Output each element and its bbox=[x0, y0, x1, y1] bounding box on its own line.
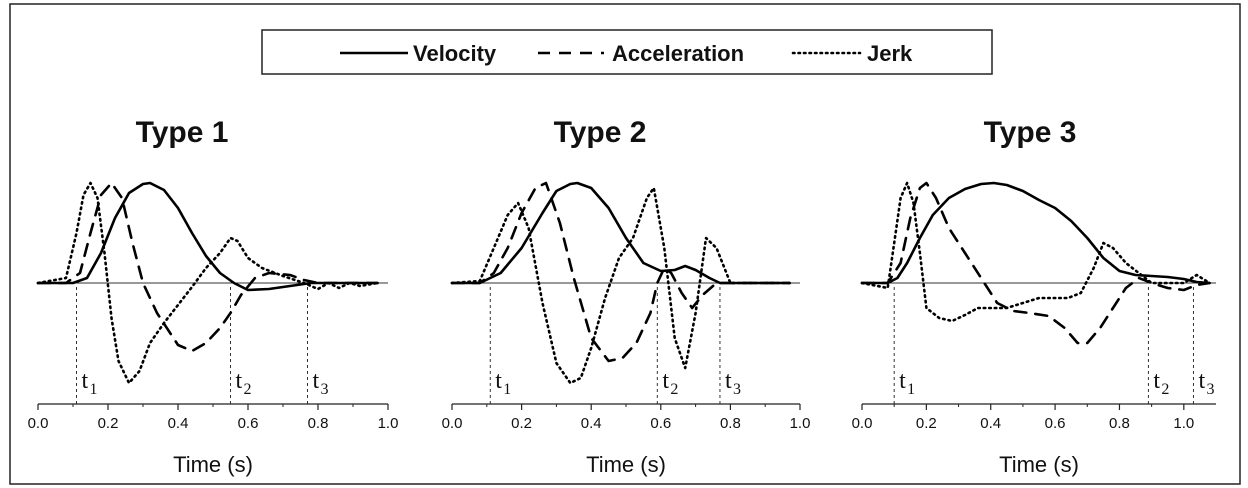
x-tick-label: 0.6 bbox=[650, 415, 671, 432]
series-velocity-line bbox=[450, 181, 791, 285]
x-tick-label: 0.8 bbox=[1109, 415, 1130, 432]
x-axis-label: Time (s) bbox=[999, 452, 1079, 477]
marker-label-t2: t bbox=[236, 368, 243, 394]
x-tick-label: 0.2 bbox=[98, 415, 119, 432]
x-tick-label: 0.4 bbox=[581, 415, 602, 432]
x-tick-label: 0.8 bbox=[308, 415, 329, 432]
marker-label-t2: t bbox=[662, 368, 669, 394]
x-tick-label: 0.6 bbox=[1045, 415, 1066, 432]
legend-label-jerk: Jerk bbox=[867, 41, 913, 66]
x-tick-label: 0.4 bbox=[168, 415, 189, 432]
marker-label-t3: t bbox=[725, 368, 732, 394]
legend: Velocity Acceleration Jerk bbox=[261, 29, 993, 75]
series-jerk-line bbox=[450, 186, 791, 385]
x-tick-label: 1.0 bbox=[378, 415, 399, 432]
x-tick-label: 1.0 bbox=[1173, 415, 1194, 432]
x-tick-label: 0.0 bbox=[852, 415, 873, 432]
x-tick-label: 0.8 bbox=[720, 415, 741, 432]
x-axis-label: Time (s) bbox=[173, 452, 253, 477]
marker-sub-t1: 1 bbox=[90, 381, 98, 398]
marker-label-t3: t bbox=[313, 368, 320, 394]
x-tick-label: 0.4 bbox=[980, 415, 1001, 432]
marker-label-t1: t bbox=[495, 368, 502, 394]
series-velocity-line bbox=[36, 181, 379, 292]
legend-label-acceleration: Acceleration bbox=[612, 41, 744, 66]
marker-sub-t3: 3 bbox=[733, 381, 741, 398]
marker-sub-t2: 2 bbox=[1161, 381, 1169, 398]
series-jerk-line bbox=[36, 181, 379, 385]
panel-title: Type 1 bbox=[136, 116, 229, 149]
x-tick-label: 0.0 bbox=[28, 415, 49, 432]
legend-label-velocity: Velocity bbox=[413, 41, 497, 66]
marker-sub-t3: 3 bbox=[321, 381, 329, 398]
marker-sub-t1: 1 bbox=[907, 381, 915, 398]
x-axis-label: Time (s) bbox=[586, 452, 666, 477]
panel-title: Type 2 bbox=[554, 116, 647, 149]
series-velocity-line bbox=[860, 181, 1211, 285]
x-tick-label: 0.0 bbox=[442, 415, 463, 432]
marker-label-t1: t bbox=[82, 368, 89, 394]
marker-sub-t1: 1 bbox=[503, 381, 511, 398]
series-acceleration-line bbox=[36, 181, 379, 353]
marker-sub-t3: 3 bbox=[1206, 381, 1214, 398]
x-tick-label: 0.2 bbox=[916, 415, 937, 432]
marker-label-t3: t bbox=[1198, 368, 1205, 394]
marker-sub-t2: 2 bbox=[670, 381, 678, 398]
x-tick-label: 1.0 bbox=[790, 415, 811, 432]
marker-sub-t2: 2 bbox=[244, 381, 252, 398]
marker-label-t2: t bbox=[1153, 368, 1160, 394]
series-jerk-line bbox=[860, 181, 1211, 323]
x-tick-label: 0.6 bbox=[238, 415, 259, 432]
marker-label-t1: t bbox=[899, 368, 906, 394]
x-tick-label: 0.2 bbox=[511, 415, 532, 432]
panel-title: Type 3 bbox=[984, 116, 1077, 149]
figure-border bbox=[9, 3, 1241, 485]
